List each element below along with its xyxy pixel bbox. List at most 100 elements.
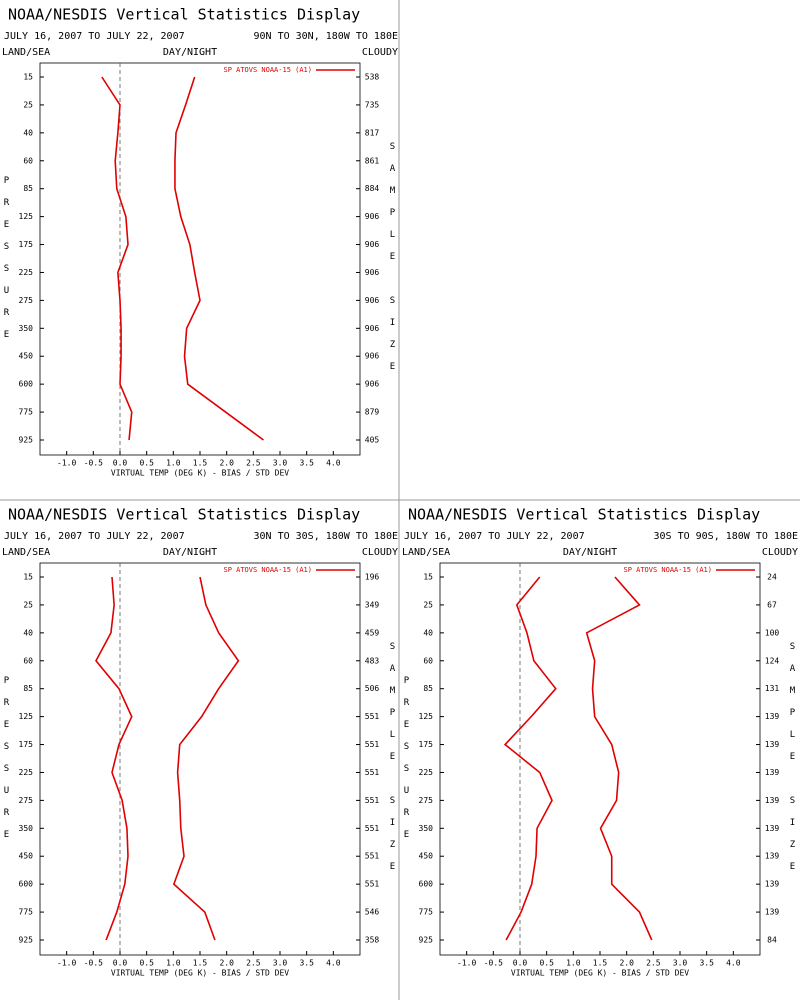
sample-size-label: 139: [765, 824, 780, 833]
panel-title: NOAA/NESDIS Vertical Statistics Display: [408, 506, 760, 524]
sample-size-label: 906: [365, 212, 380, 221]
x-tick-label: 4.0: [326, 459, 341, 468]
pressure-label: 15: [23, 73, 33, 82]
region: 30N TO 30S, 180W TO 180E: [254, 531, 399, 542]
pressure-label: 275: [19, 296, 34, 305]
sample-size-label: 551: [365, 712, 380, 721]
x-tick-label: 2.5: [246, 459, 261, 468]
sample-size-label: 884: [365, 184, 380, 193]
pressure-label: 225: [419, 768, 434, 777]
sample-size-label: 551: [365, 796, 380, 805]
y2-axis-label: SAMPLE SIZE: [388, 642, 398, 884]
x-tick-label: 1.0: [166, 959, 181, 968]
date-range: JULY 16, 2007 TO JULY 22, 2007: [4, 531, 185, 542]
sample-size-label: 538: [365, 73, 380, 82]
sample-size-label: 551: [365, 880, 380, 889]
pressure-label: 60: [23, 156, 33, 165]
pressure-label: 125: [19, 712, 34, 721]
x-tick-label: 4.0: [326, 959, 341, 968]
pressure-label: 600: [19, 380, 34, 389]
profile-line: [503, 576, 557, 941]
day-night: DAY/NIGHT: [563, 547, 617, 558]
x-tick-label: 0.5: [139, 959, 154, 968]
pressure-label: 275: [19, 796, 34, 805]
profile-line: [585, 576, 653, 941]
legend-label: SP ATOVS NOAA-15 (A1): [223, 566, 312, 574]
cloudy: CLOUDY: [362, 47, 398, 58]
sample-size-label: 131: [765, 684, 780, 693]
pressure-label: 600: [419, 880, 434, 889]
day-night: DAY/NIGHT: [163, 547, 217, 558]
x-tick-label: -1.0: [457, 959, 476, 968]
x-axis-label: VIRTUAL TEMP (DEG K) - BIAS / STD DEV: [111, 969, 289, 978]
pressure-label: 775: [419, 908, 434, 917]
profile-line: [101, 76, 133, 441]
x-tick-label: -1.0: [57, 459, 76, 468]
x-tick-label: 1.0: [566, 959, 581, 968]
region: 90N TO 30N, 180W TO 180E: [254, 31, 399, 42]
x-tick-label: 3.0: [673, 959, 688, 968]
pressure-label: 225: [19, 768, 34, 777]
pressure-label: 175: [19, 740, 34, 749]
pressure-label: 775: [19, 908, 34, 917]
sample-size-label: 139: [765, 852, 780, 861]
sample-size-label: 906: [365, 352, 380, 361]
sample-size-label: 546: [365, 908, 380, 917]
x-tick-label: 3.0: [273, 459, 288, 468]
legend-label: SP ATOVS NOAA-15 (A1): [223, 66, 312, 74]
pressure-label: 125: [19, 212, 34, 221]
x-tick-label: 2.0: [619, 959, 634, 968]
pressure-label: 85: [23, 184, 33, 193]
pressure-label: 450: [19, 852, 34, 861]
pressure-label: 225: [19, 268, 34, 277]
x-tick-label: 3.5: [299, 959, 314, 968]
land-sea: LAND/SEA: [2, 47, 50, 58]
pressure-label: 350: [419, 824, 434, 833]
pressure-label: 85: [423, 684, 433, 693]
sample-size-label: 196: [365, 573, 380, 582]
sample-size-label: 906: [365, 324, 380, 333]
pressure-label: 25: [23, 100, 33, 109]
sample-size-label: 24: [767, 573, 777, 582]
x-tick-label: 0.0: [513, 959, 528, 968]
sample-size-label: 551: [365, 852, 380, 861]
panel: NOAA/NESDIS Vertical Statistics Display J…: [2, 6, 399, 478]
pressure-label: 925: [19, 436, 34, 445]
date-range: JULY 16, 2007 TO JULY 22, 2007: [404, 531, 585, 542]
profile-line: [95, 576, 133, 941]
region: 30S TO 90S, 180W TO 180E: [654, 531, 799, 542]
sample-size-label: 906: [365, 240, 380, 249]
x-tick-label: 3.5: [699, 959, 714, 968]
x-tick-label: 3.5: [299, 459, 314, 468]
sample-size-label: 139: [765, 712, 780, 721]
pressure-label: 925: [419, 936, 434, 945]
pressure-label: 85: [23, 684, 33, 693]
x-tick-label: 3.0: [273, 959, 288, 968]
sample-size-label: 139: [765, 908, 780, 917]
sample-size-label: 906: [365, 380, 380, 389]
y2-axis-label: SAMPLE SIZE: [388, 142, 398, 384]
pressure-label: 600: [19, 880, 34, 889]
pressure-label: 40: [23, 128, 33, 137]
x-tick-label: 0.0: [113, 459, 128, 468]
sample-size-label: 349: [365, 600, 380, 609]
y2-axis-label: SAMPLE SIZE: [788, 642, 798, 884]
pressure-label: 775: [19, 408, 34, 417]
x-tick-label: 4.0: [726, 959, 741, 968]
sample-size-label: 906: [365, 268, 380, 277]
pressure-label: 60: [423, 656, 433, 665]
pressure-label: 175: [19, 240, 34, 249]
panel-title: NOAA/NESDIS Vertical Statistics Display: [8, 6, 360, 24]
x-tick-label: -0.5: [84, 959, 103, 968]
pressure-label: 25: [23, 600, 33, 609]
pressure-label: 175: [419, 740, 434, 749]
pressure-label: 40: [23, 628, 33, 637]
date-range: JULY 16, 2007 TO JULY 22, 2007: [4, 31, 185, 42]
cloudy: CLOUDY: [762, 547, 798, 558]
pressure-label: 350: [19, 824, 34, 833]
pressure-label: 450: [419, 852, 434, 861]
sample-size-label: 551: [365, 824, 380, 833]
sample-size-label: 100: [765, 628, 780, 637]
sample-size-label: 861: [365, 156, 380, 165]
